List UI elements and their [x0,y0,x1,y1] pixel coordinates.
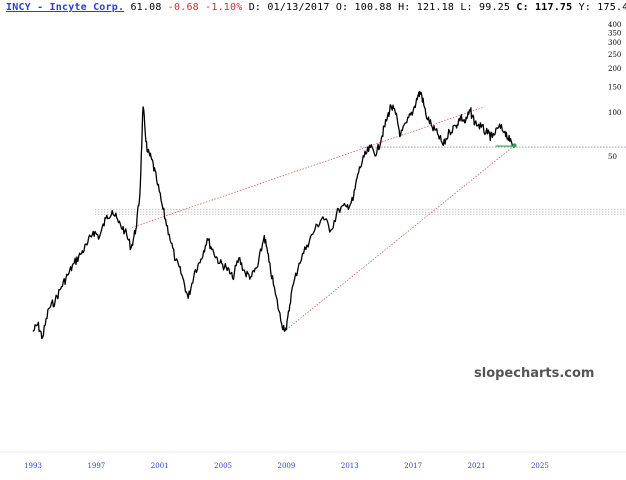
y-tick-200: 200 [608,65,621,73]
x-tick-2017: 2017 [404,462,422,470]
date-label: D: [248,2,262,13]
price-series-line [32,90,516,340]
price-series-layer [32,90,517,340]
x-tick-2009: 2009 [278,462,296,470]
x-tick-2005: 2005 [214,462,232,470]
y-tick-400: 400 [608,21,621,29]
trendlines-layer [131,106,515,330]
x-tick-2021: 2021 [468,462,486,470]
symbol-title-link[interactable]: INCY - Incyte Corp. [6,2,125,13]
y-value: 175.42 [597,2,626,13]
chart-header: INCY - Incyte Corp. 61.08 -0.68 -1.10% D… [6,2,626,13]
low-label: L: [460,2,473,13]
y-tick-300: 300 [608,39,621,47]
high-value: 121.18 [416,2,455,13]
y-tick-100: 100 [608,109,621,117]
y-label: Y: [578,2,592,13]
last-price-marker [512,143,517,148]
trendline-1 [131,106,485,228]
open-label: O: [335,2,349,13]
x-tick-2001: 2001 [151,462,169,470]
x-tick-2013: 2013 [341,462,359,470]
last-price: 61.08 [130,2,162,13]
low-value: 99.25 [479,2,511,13]
price-change-percent: -1.10% [205,2,243,13]
y-tick-250: 250 [608,51,621,59]
high-label: H: [398,2,411,13]
open-value: 100.88 [354,2,392,13]
date-value: 01/13/2017 [267,2,330,13]
x-tick-2025: 2025 [531,462,549,470]
y-tick-50: 50 [608,153,617,161]
trendline-2 [286,145,515,330]
close-label: C: [516,2,529,13]
y-tick-350: 350 [608,29,621,37]
x-tick-1993: 1993 [24,462,42,470]
horizontal-lines-layer [95,146,626,215]
x-axis-ticks: 1993 1997 2001 2005 2009 2013 2017 2021 2025 [24,462,549,470]
price-change: -0.68 [167,2,199,13]
x-tick-1997: 1997 [87,462,105,470]
y-tick-150: 150 [608,83,621,91]
watermark-text: slopecharts.com [474,366,595,381]
close-value: 117.75 [535,2,573,13]
